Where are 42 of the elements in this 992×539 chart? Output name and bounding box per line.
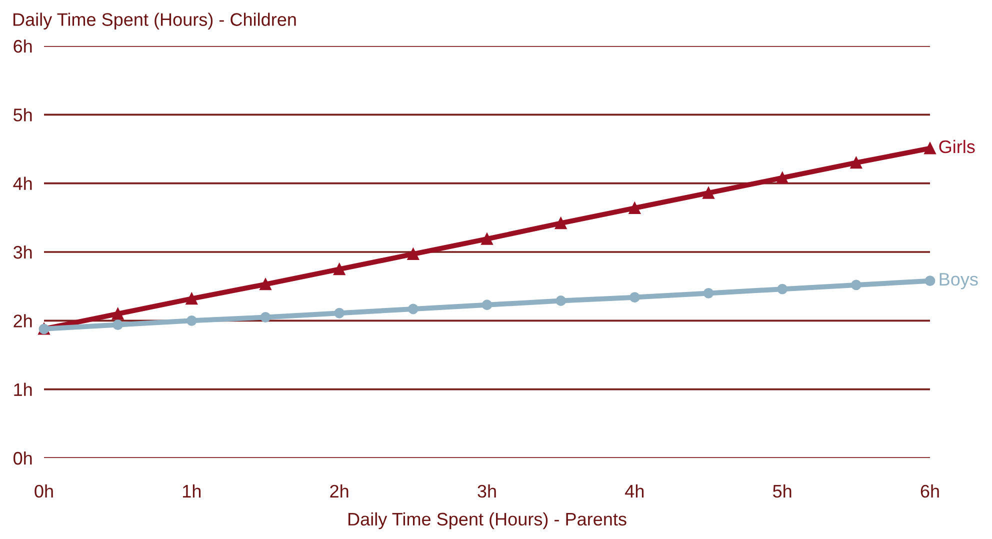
y-tick-label: 0h [14,451,32,465]
y-axis-title: Daily Time Spent (Hours) - Children [13,12,296,30]
x-tick-label: 3h [478,484,496,498]
x-axis-title: Daily Time Spent (Hours) - Parents [348,512,626,530]
point [407,248,420,260]
y-tick-label: 2h [14,314,32,328]
point [924,142,936,154]
y-tick-label: 1h [14,382,32,396]
point [556,296,566,306]
point [260,278,272,290]
y-tick-label: 3h [13,245,32,259]
point [481,233,493,245]
y-tick-label: 5h [14,108,32,122]
point [850,280,862,290]
point [776,172,788,184]
y-tick-label: 4h [13,176,32,190]
point [334,308,345,318]
point [186,292,198,305]
point [554,217,567,230]
series-label: Boys [940,273,978,290]
point [777,284,788,294]
x-tick-label: 2h [330,484,348,498]
x-tick-label: 5h [773,484,792,498]
series-label: Girls [939,140,975,154]
point [629,292,640,303]
x-tick-label: 1h [183,484,201,498]
x-tick-label: 4h [625,484,644,498]
x-tick-label: 6h [920,484,939,498]
point [703,288,714,298]
point [112,308,124,320]
point [482,300,492,310]
point [702,187,714,199]
point [112,320,124,330]
point [850,156,862,169]
point [333,263,346,276]
x-tick-label: 0h [34,484,53,498]
point [408,304,418,314]
point [628,202,641,214]
point [260,312,271,322]
y-tick-label: 6h [14,39,32,53]
point [924,276,936,286]
point [186,315,197,326]
